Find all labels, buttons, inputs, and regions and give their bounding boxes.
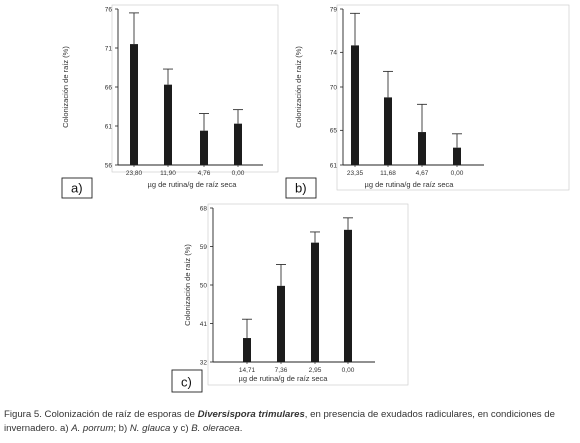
caption-plant-b: N. glauca — [129, 423, 171, 434]
y-tick-label: 32 — [200, 359, 208, 366]
y-axis-label: Colonización de raíz (%) — [183, 244, 192, 326]
y-axis-label: Colonización de raíz (%) — [294, 46, 303, 128]
caption-text-4: y c) — [170, 423, 192, 434]
bar — [351, 45, 359, 165]
caption-text-5: . — [239, 423, 243, 434]
y-tick-label: 74 — [330, 50, 338, 57]
y-tick-label: 68 — [200, 205, 208, 212]
caption-plant-c: B. oleracea — [191, 423, 240, 434]
x-tick-label: 14,71 — [239, 367, 256, 374]
caption-species: Diversispora trimulares — [197, 409, 305, 420]
chart-frame — [336, 4, 570, 191]
panel-label-box — [171, 369, 203, 393]
bar — [277, 285, 285, 362]
panel-label: c) — [181, 375, 192, 390]
y-tick-label: 71 — [105, 45, 113, 52]
bar — [234, 123, 242, 165]
x-tick-label: 0,00 — [342, 367, 355, 374]
x-tick-label: 11,90 — [160, 170, 176, 177]
x-tick-label: 4,67 — [416, 170, 429, 177]
y-tick-label: 56 — [105, 162, 113, 169]
y-tick-label: 76 — [105, 6, 113, 13]
x-axis-label: µg de rutina/g de raíz seca — [239, 374, 329, 383]
x-tick-label: 0,00 — [451, 170, 464, 177]
x-tick-label: 2,95 — [309, 367, 322, 374]
chart-frame — [111, 4, 279, 173]
y-tick-label: 59 — [200, 244, 208, 251]
x-tick-label: 11,68 — [380, 170, 396, 177]
chart-b: 61 65 70 74 79 23,35 11,68 4,67 0,00 µg de rutina… — [285, 4, 570, 199]
bar — [200, 130, 208, 165]
y-axis-label: Colonización de raíz (%) — [61, 46, 70, 128]
x-tick-label: 0,00 — [232, 170, 245, 177]
y-tick-label: 50 — [200, 282, 208, 289]
x-tick-label: 7,36 — [275, 367, 288, 374]
bar — [384, 97, 392, 165]
x-tick-label: 23,35 — [347, 170, 364, 177]
x-axis-label: µg de rutina/g de raíz seca — [148, 180, 238, 189]
bar — [243, 338, 251, 362]
chart-frame — [207, 203, 409, 386]
bar — [344, 229, 352, 362]
panel-label-box — [285, 177, 317, 199]
panel-label: a) — [71, 181, 83, 196]
bar — [164, 84, 172, 165]
caption-text-1: Figura 5. Colonización de raíz de espora… — [4, 409, 198, 420]
panel-label-box — [61, 177, 93, 199]
x-tick-label: 4,76 — [198, 170, 211, 177]
bar — [453, 147, 461, 165]
chart-a: 56 61 66 71 76 23,80 11,90 4,76 0,00 µg de rutina… — [61, 4, 279, 199]
y-tick-label: 66 — [105, 84, 113, 91]
panel-label: b) — [295, 181, 307, 196]
bar — [311, 242, 319, 362]
y-tick-label: 70 — [330, 84, 338, 91]
caption-plant-a: A. porrum — [71, 423, 114, 434]
figure-caption: Figura 5. Colonización de raíz de espora… — [4, 408, 578, 436]
x-tick-label: 23,80 — [126, 170, 143, 177]
caption-text-3: ; b) — [113, 423, 130, 434]
x-axis-label: µg de rutina/g de raíz seca — [365, 180, 455, 189]
y-tick-label: 79 — [330, 6, 338, 13]
chart-c: 32 41 50 59 68 14,71 7,36 2,95 0,00 µg de rutina/… — [171, 203, 409, 393]
y-tick-label: 61 — [105, 123, 113, 130]
y-tick-label: 61 — [330, 162, 338, 169]
bar — [418, 132, 426, 165]
bar — [130, 44, 138, 165]
y-tick-label: 41 — [200, 321, 208, 328]
caption-text-2: , en presencia de exudados radiculares, … — [4, 409, 555, 434]
y-tick-label: 65 — [330, 128, 338, 135]
